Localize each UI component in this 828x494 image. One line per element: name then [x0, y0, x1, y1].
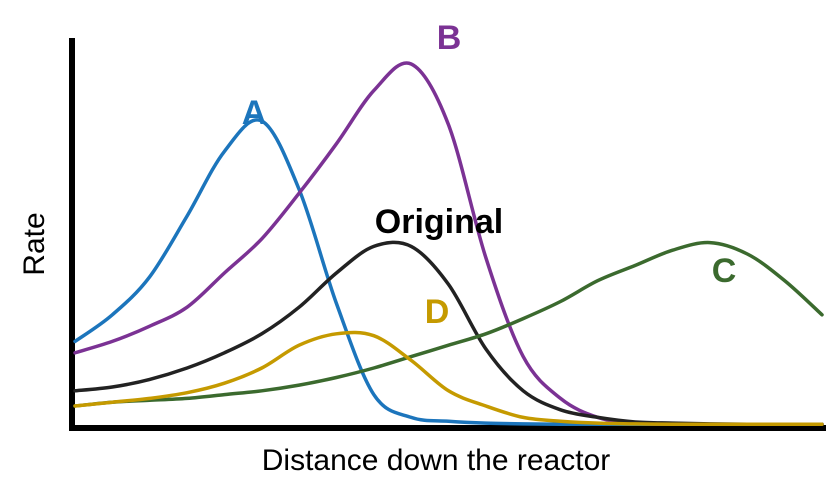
curve-labels-group: A B Original C D — [242, 19, 737, 331]
series-line-c — [73, 240, 824, 408]
curves-group — [73, 61, 824, 426]
series-label-d: D — [425, 293, 450, 331]
series-line-d — [73, 330, 824, 426]
series-label-a: A — [242, 94, 267, 132]
y-axis-title: Rate — [18, 212, 51, 275]
series-label-b: B — [437, 19, 462, 57]
series-label-c: C — [712, 252, 737, 290]
series-line-a — [73, 118, 824, 426]
x-axis-title: Distance down the reactor — [262, 444, 611, 477]
series-label-original: Original — [375, 203, 503, 241]
